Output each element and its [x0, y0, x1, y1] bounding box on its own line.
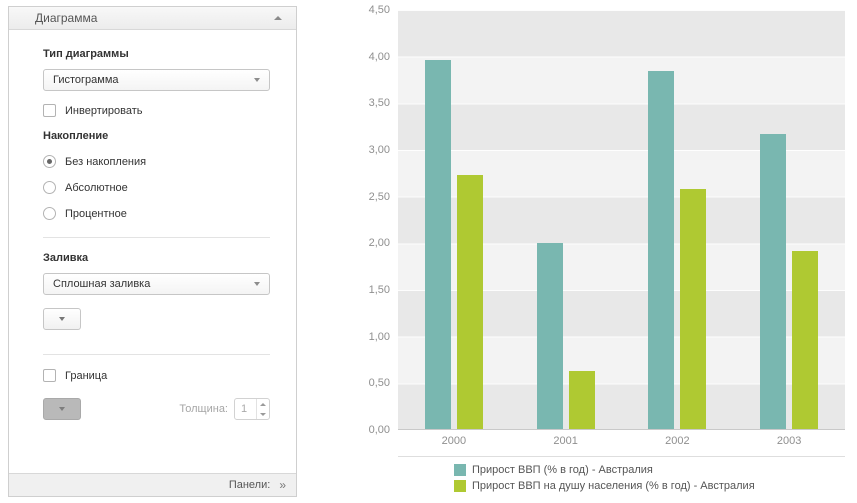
- thickness-label: Толщина:: [179, 403, 228, 415]
- chart-main: 4,50 4,00 3,50 3,00 2,50 2,00 1,50 1,00 0,50 0,00: [352, 4, 845, 436]
- fill-type-select[interactable]: Сплошная заливка: [43, 273, 270, 295]
- radio-label: Абсолютное: [65, 181, 128, 194]
- chart: 4,50 4,00 3,50 3,00 2,50 2,00 1,50 1,00 0,50 0,00…: [352, 4, 845, 492]
- bar: [648, 70, 675, 429]
- panel-body: Тип диаграммы Гистограмма Инвертировать …: [9, 30, 296, 473]
- panel-header: Диаграмма: [9, 7, 296, 30]
- stepper-down-button[interactable]: [257, 409, 269, 419]
- radio-no-stacking[interactable]: [43, 155, 56, 168]
- bar: [456, 174, 483, 429]
- fill-color-button[interactable]: [43, 308, 81, 330]
- bar-group: [733, 10, 845, 429]
- panels-expand-button[interactable]: »: [279, 478, 286, 492]
- stepper-up-button[interactable]: [257, 399, 269, 409]
- chart-type-value: Гистограмма: [53, 74, 119, 86]
- bar: [760, 133, 787, 429]
- chevron-down-icon: [59, 407, 65, 411]
- stacking-label: Накопление: [43, 130, 109, 142]
- legend-item: Прирост ВВП (% в год) - Австралия: [454, 464, 845, 476]
- chevron-up-icon: [260, 402, 266, 406]
- y-tick-label: 4,00: [368, 50, 390, 63]
- collapse-panel-button[interactable]: [270, 10, 286, 26]
- border-settings-row: Толщина:: [43, 398, 270, 420]
- legend-label: Прирост ВВП (% в год) - Австралия: [472, 464, 653, 476]
- border-color-button[interactable]: [43, 398, 81, 420]
- radio-absolute[interactable]: [43, 181, 56, 194]
- y-tick-label: 0,50: [368, 377, 390, 390]
- invert-label: Инвертировать: [65, 104, 143, 117]
- chevron-up-icon: [274, 16, 282, 20]
- fill-label: Заливка: [43, 252, 89, 264]
- y-axis: 4,50 4,00 3,50 3,00 2,50 2,00 1,50 1,00 0,50 0,00: [352, 4, 398, 436]
- legend-swatch: [454, 480, 466, 492]
- invert-checkbox[interactable]: [43, 104, 56, 117]
- y-tick-label: 1,00: [368, 330, 390, 343]
- panels-label: Панели:: [228, 479, 271, 491]
- divider: [43, 237, 270, 238]
- bar: [568, 371, 595, 429]
- divider: [43, 354, 270, 355]
- chart-settings-panel: Диаграмма Тип диаграммы Гистограмма Инве…: [8, 6, 297, 497]
- x-tick-label: 2000: [441, 435, 467, 447]
- bar: [424, 60, 451, 429]
- panel-title: Диаграмма: [35, 11, 98, 25]
- x-tick-label: 2002: [665, 435, 690, 447]
- plot-area: [398, 10, 845, 430]
- y-tick-label: 2,00: [368, 237, 390, 250]
- chevron-down-icon: [59, 317, 65, 321]
- x-axis: 2000 2001 2002 2003: [398, 430, 845, 447]
- thickness-stepper: [234, 398, 270, 420]
- stepper-buttons: [256, 399, 269, 419]
- stacking-option-row: Абсолютное: [43, 181, 270, 194]
- stacking-option-row: Процентное: [43, 207, 270, 220]
- legend-swatch: [454, 464, 466, 476]
- radio-label: Без накопления: [65, 155, 147, 168]
- border-checkbox[interactable]: [43, 369, 56, 382]
- y-tick-label: 0,00: [368, 424, 390, 436]
- legend: Прирост ВВП (% в год) - Австралия Прирост…: [398, 456, 845, 492]
- y-tick-label: 2,50: [368, 190, 390, 203]
- panel-footer: Панели: »: [9, 473, 296, 496]
- invert-checkbox-row: Инвертировать: [43, 104, 270, 117]
- thickness-input[interactable]: [235, 399, 255, 419]
- fill-type-value: Сплошная заливка: [53, 278, 151, 290]
- stacking-option-row: Без накопления: [43, 155, 270, 168]
- y-tick-label: 3,50: [368, 97, 390, 110]
- chart-type-select[interactable]: Гистограмма: [43, 69, 270, 91]
- bar-group: [622, 10, 734, 429]
- chevron-down-icon: [254, 78, 260, 82]
- border-label: Граница: [65, 369, 108, 382]
- x-tick-label: 2003: [776, 435, 802, 447]
- bar: [536, 242, 563, 429]
- border-checkbox-row: Граница: [43, 369, 270, 382]
- x-tick-label: 2001: [553, 435, 578, 447]
- legend-item: Прирост ВВП на душу населения (% в год) …: [454, 480, 845, 492]
- chevron-down-icon: [254, 282, 260, 286]
- chevron-down-icon: [260, 412, 266, 416]
- y-tick-label: 1,50: [368, 284, 390, 296]
- radio-percent[interactable]: [43, 207, 56, 220]
- y-tick-label: 4,50: [368, 4, 390, 16]
- radio-label: Процентное: [65, 207, 127, 220]
- chart-type-label: Тип диаграммы: [43, 48, 129, 60]
- bar-group: [510, 10, 622, 429]
- bar: [792, 251, 819, 429]
- bar-group: [398, 10, 510, 429]
- y-tick-label: 3,00: [368, 144, 390, 156]
- bar: [680, 188, 707, 429]
- legend-label: Прирост ВВП на душу населения (% в год) …: [472, 480, 755, 492]
